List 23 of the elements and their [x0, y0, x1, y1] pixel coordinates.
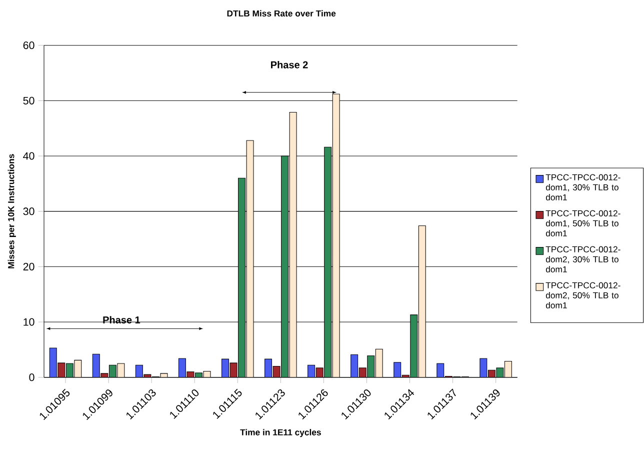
y-axis-title: Misses per 10K Instructions: [8, 154, 16, 268]
y-tick-label: 0: [29, 374, 34, 382]
y-tick-label: 10: [24, 318, 34, 326]
annotation: Phase 1: [103, 316, 140, 324]
legend-label: TPCC-TPCC-0012-dom2, 50% TLB to dom1: [546, 282, 620, 309]
y-tick-label: 20: [23, 263, 34, 271]
y-tick-label: 40: [23, 152, 34, 160]
legend-label: TPCC-TPCC-0012-dom1, 50% TLB to dom1: [546, 210, 620, 237]
y-tick-label: 30: [23, 208, 34, 216]
x-axis-title: Time in 1E11 cycles: [240, 429, 321, 438]
bar: [49, 348, 57, 378]
bar: [264, 358, 272, 378]
bar: [350, 354, 358, 378]
y-tick-label: 60: [23, 42, 34, 50]
bar: [222, 358, 229, 378]
legend-label: TPCC-TPCC-0012-dom1, 30% TLB to dom1: [546, 174, 620, 201]
annotation: Phase 2: [271, 61, 308, 69]
chart-title: DTLB Miss Rate over Time: [227, 10, 336, 17]
bar: [394, 362, 402, 378]
legend-label: TPCC-TPCC-0012-dom2, 30% TLB to dom1: [546, 246, 620, 273]
y-tick-label: 50: [23, 97, 34, 105]
bar: [178, 358, 186, 378]
bar: [92, 354, 100, 378]
